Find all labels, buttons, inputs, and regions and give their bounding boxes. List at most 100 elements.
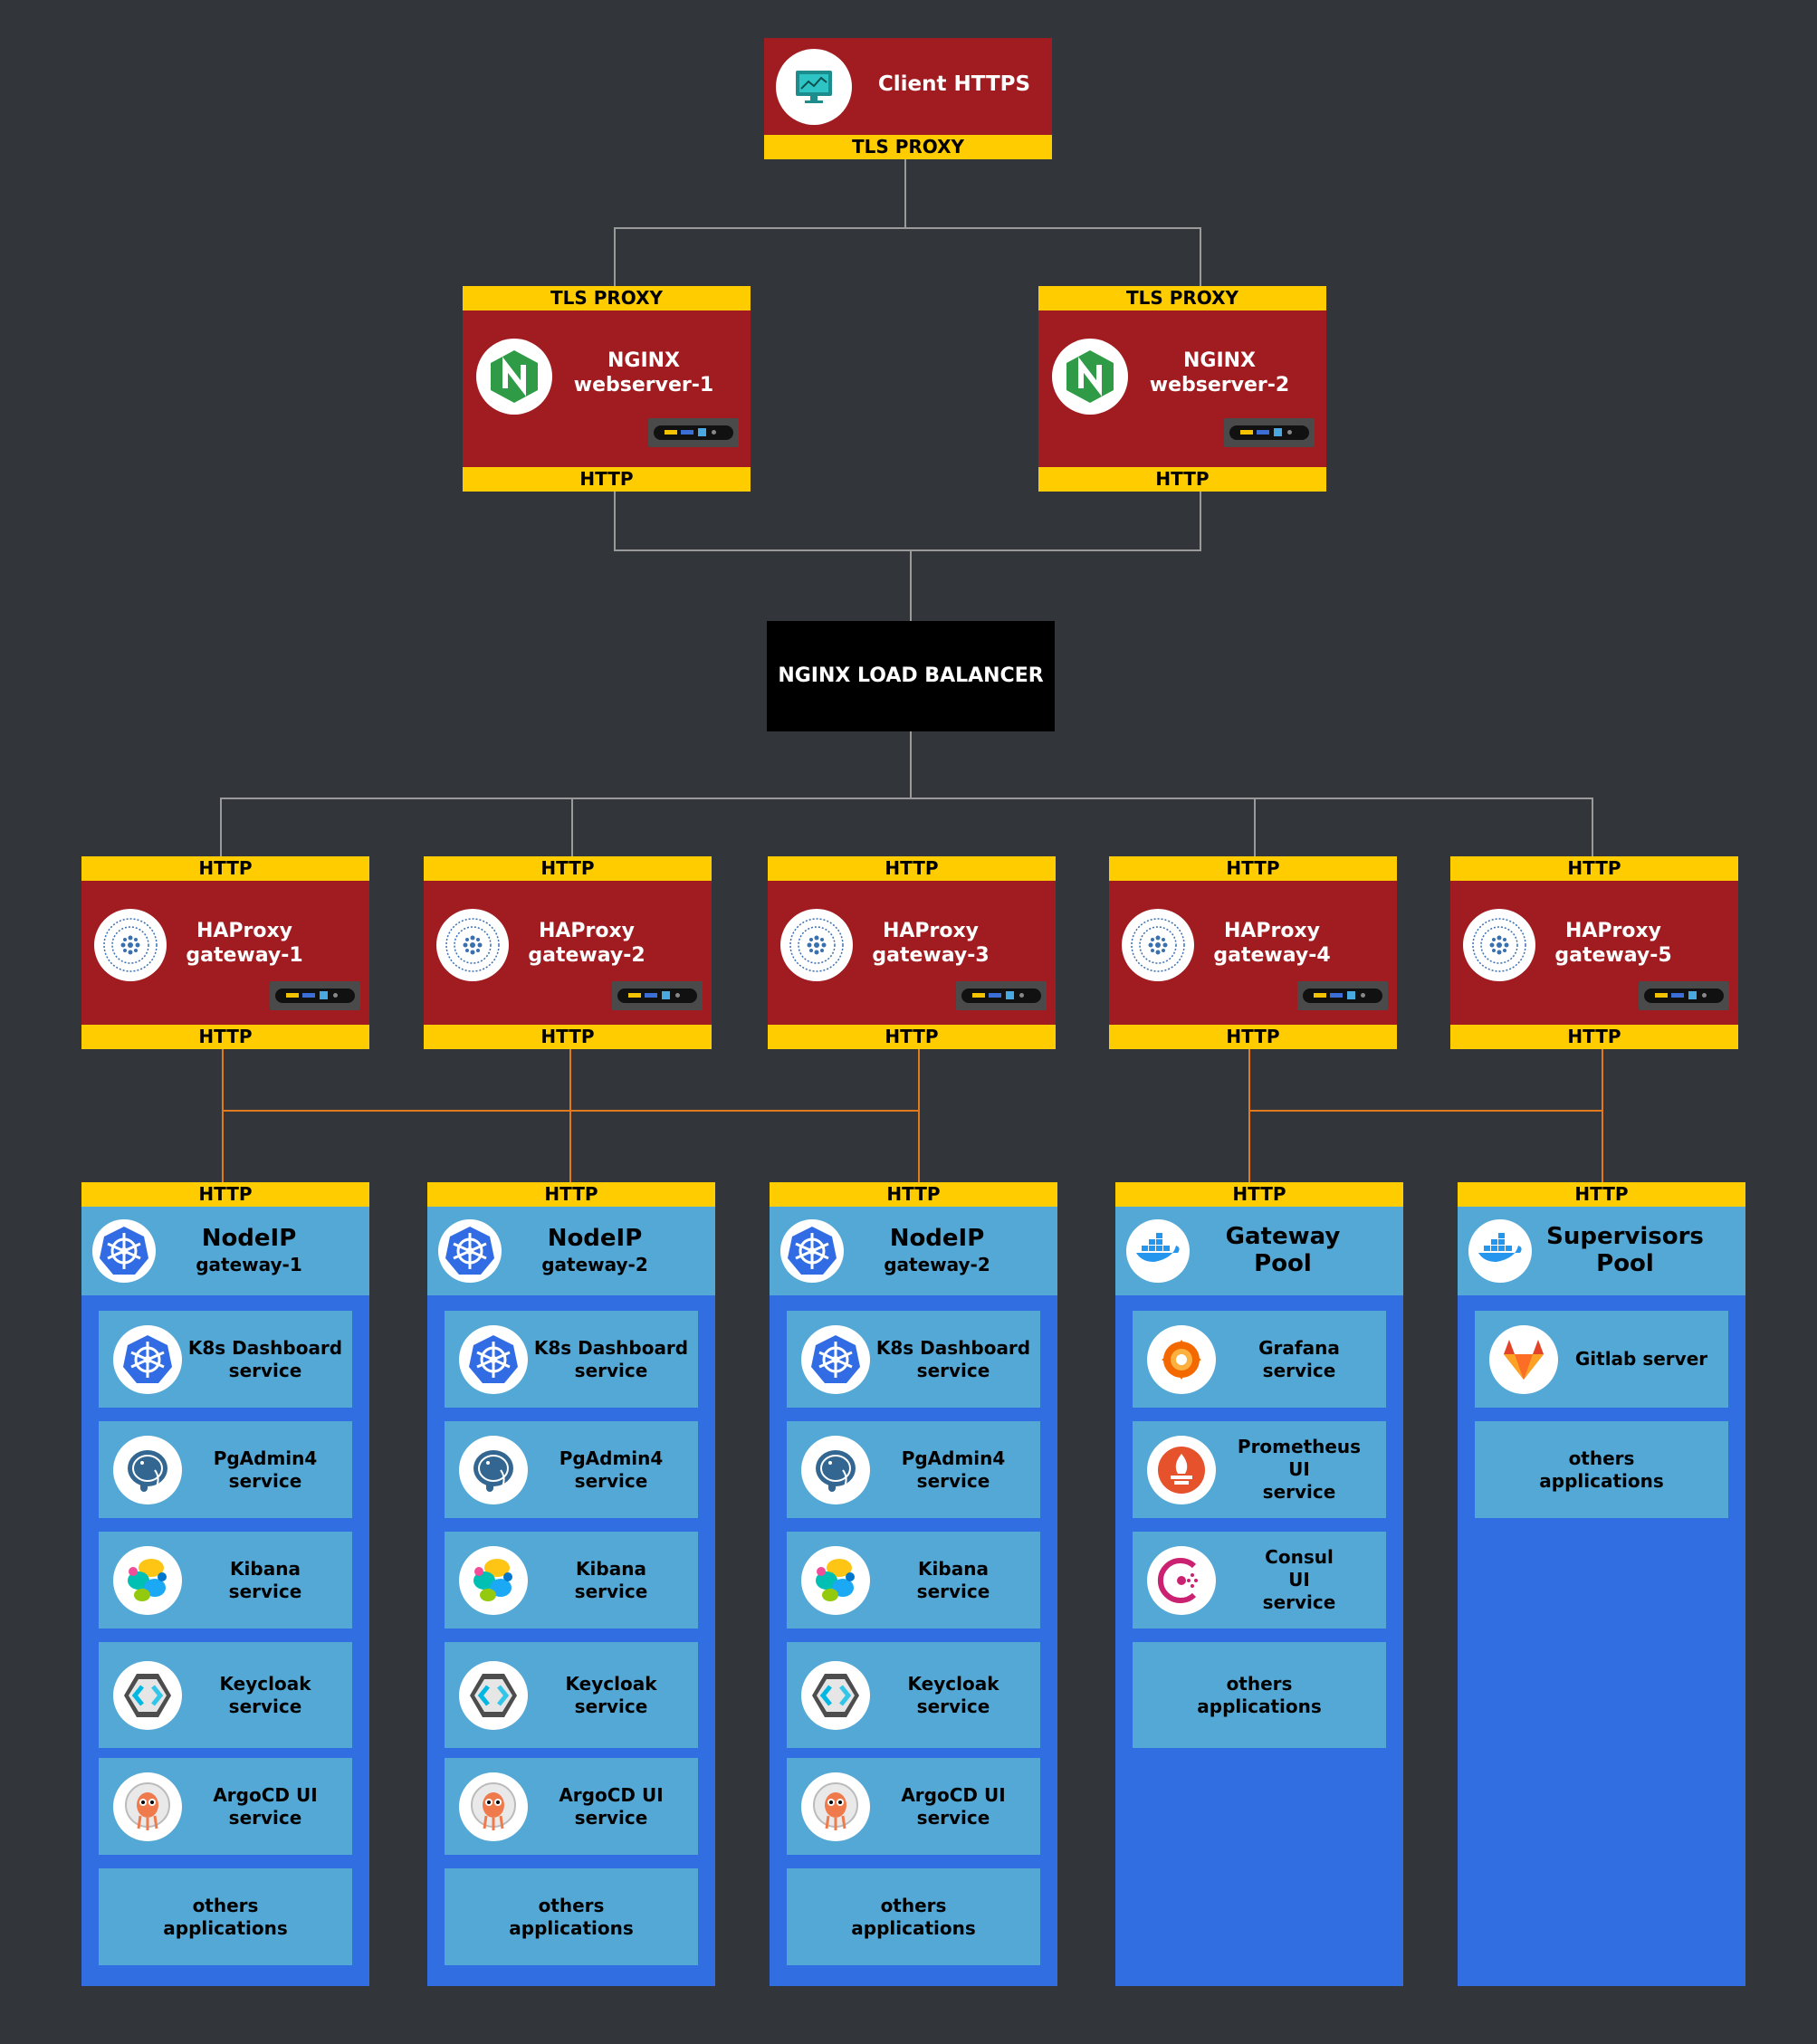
pool-column: HTTP NodeIP gateway-2 K8s Dashboard service P… [770,1182,1057,1986]
server-icon [956,981,1047,1010]
service-card: others applications [1133,1642,1386,1748]
service-card: Prometheus UI service [1133,1421,1386,1518]
haproxy-icon [1122,909,1194,981]
webserver-name: NGINX [607,349,681,372]
service-label-1: PgAdmin4 [559,1447,664,1469]
webserver-name: NGINX [1182,349,1257,372]
nginx-icon [1052,339,1128,415]
server-icon [648,418,739,447]
service-label-1: Keycloak [907,1672,999,1695]
service-label-1: Consul [1265,1546,1334,1568]
postgresql-icon [113,1435,182,1504]
pool-subtitle: gateway-2 [884,1254,990,1275]
service-label-2: service [228,1695,302,1717]
service-card: Gitlab server [1475,1311,1728,1408]
pool-column: HTTP Gateway Pool Grafana service Prometheus U… [1115,1182,1403,1986]
pool-subtitle: gateway-2 [541,1254,648,1275]
gateway-sub: gateway-5 [1554,944,1672,967]
server-icon [1224,418,1315,447]
kubernetes-icon [459,1324,528,1394]
service-label-1: ArgoCD UI [559,1783,664,1806]
pool-column: HTTP NodeIP gateway-2 K8s Dashboard service P… [427,1182,715,1986]
service-card: K8s Dashboard service [99,1311,352,1408]
gateway-2: HTTP HAProxy gateway-2 HTTP [424,856,712,1049]
gateway-sub: gateway-4 [1213,944,1331,967]
service-card: K8s Dashboard service [787,1311,1040,1408]
haproxy-icon [94,909,167,981]
service-label-2: applications [851,1916,976,1939]
service-card: Keycloak service [99,1642,352,1748]
client-title: Client HTTPS [877,72,1031,96]
service-label-1: K8s Dashboard [533,1336,689,1359]
service-label-2: applications [1539,1469,1664,1492]
service-card: PgAdmin4 service [99,1421,352,1518]
service-label-1: others [1226,1672,1293,1695]
keycloak-icon [801,1660,870,1730]
service-card: Consul UI service [1133,1532,1386,1629]
service-label-2: service [228,1806,302,1829]
elastic-icon [801,1545,870,1615]
service-label-2: UI [1288,1458,1310,1480]
gateway-sub: gateway-2 [528,944,646,967]
gateway-name: HAProxy [538,920,636,942]
service-label-2: service [574,1580,648,1602]
pool-subtitle: Pool [1596,1250,1654,1277]
pool-band: HTTP [1115,1182,1403,1207]
consul-icon [1147,1545,1216,1615]
argocd-icon [801,1772,870,1841]
pool-header: Supervisors Pool [1458,1207,1745,1295]
service-label-2: service [916,1580,990,1602]
webserver-bottom-band: HTTP [463,467,751,492]
service-label-1: Keycloak [565,1672,657,1695]
service-label-2: applications [1197,1695,1322,1717]
service-label-1: others [1568,1447,1635,1469]
service-label-1: K8s Dashboard [187,1336,343,1359]
pool-subtitle: Pool [1254,1250,1312,1277]
service-label-1: ArgoCD UI [901,1783,1006,1806]
service-label-2: service [1262,1359,1336,1381]
gateway-top-band: HTTP [1109,856,1397,881]
service-card: ArgoCD UI service [445,1758,698,1855]
kubernetes-icon [780,1219,844,1283]
service-label-1: ArgoCD UI [213,1783,318,1806]
monitor-icon [776,49,852,125]
argocd-icon [113,1772,182,1841]
service-label-2: service [916,1695,990,1717]
postgresql-icon [801,1435,870,1504]
gateway-top-band: HTTP [1450,856,1738,881]
pool-title: NodeIP [201,1225,297,1252]
gateway-5: HTTP HAProxy gateway-5 HTTP [1450,856,1738,1049]
service-label-1: PgAdmin4 [213,1447,318,1469]
gateway-4: HTTP HAProxy gateway-4 HTTP [1109,856,1397,1049]
pool-title: NodeIP [889,1225,985,1252]
load-balancer: NGINX LOAD BALANCER [767,621,1055,731]
service-card: Kibana service [445,1532,698,1629]
webserver-1: TLS PROXY NGINX webserver-1 HTTP [463,286,751,492]
kubernetes-icon [438,1219,502,1283]
service-card: Keycloak service [445,1642,698,1748]
service-label-1: PgAdmin4 [901,1447,1006,1469]
nginx-icon [476,339,552,415]
client-band: TLS PROXY [764,135,1052,159]
service-label-2: service [916,1469,990,1492]
service-card: Kibana service [787,1532,1040,1629]
gateway-sub: gateway-1 [186,944,303,967]
service-card: others applications [1475,1421,1728,1518]
server-icon [1297,981,1388,1010]
docker-icon [1468,1219,1532,1283]
service-label-1: Gitlab server [1574,1348,1708,1370]
service-card: ArgoCD UI service [787,1758,1040,1855]
service-card: Grafana service [1133,1311,1386,1408]
service-label-2: service [228,1359,302,1381]
pool-title: NodeIP [547,1225,643,1252]
pool-header: NodeIP gateway-2 [770,1207,1057,1295]
service-card: PgAdmin4 service [445,1421,698,1518]
service-label-1: Kibana [576,1557,646,1580]
pool-column: HTTP NodeIP gateway-1 K8s Dashboard service P… [81,1182,369,1986]
webserver-2: TLS PROXY NGINX webserver-2 HTTP [1038,286,1326,492]
server-icon [612,981,703,1010]
service-card: ArgoCD UI service [99,1758,352,1855]
pool-header: NodeIP gateway-2 [427,1207,715,1295]
gateway-top-band: HTTP [81,856,369,881]
service-card: K8s Dashboard service [445,1311,698,1408]
